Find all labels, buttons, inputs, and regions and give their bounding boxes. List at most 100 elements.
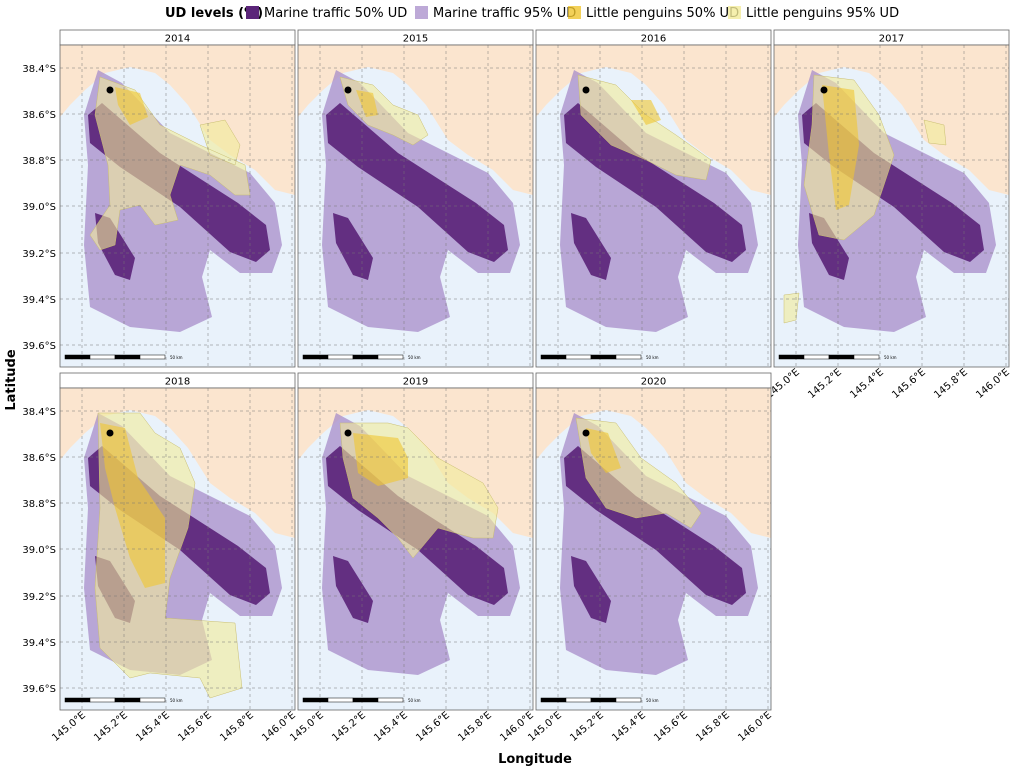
lon-tick-label: 145.0°E (50, 710, 88, 744)
land (60, 388, 295, 538)
scale-bar (565, 697, 592, 703)
penguin-50 (353, 433, 408, 486)
scale-bar (377, 697, 404, 703)
lat-tick-label: 38.6°S (22, 453, 56, 464)
map-area: 50 km 38.4°S 38.6°S 38.8°S 39.0°S 39.2°S 39.4°… (22, 387, 298, 744)
scale-bar (352, 697, 379, 703)
scale-label: 50 km (170, 355, 183, 360)
land (536, 45, 771, 195)
lon-tick-label: 146.0°E (736, 710, 774, 744)
scale-bar (540, 697, 567, 703)
penguin-50 (100, 423, 165, 588)
land (536, 388, 771, 538)
scale-bar (828, 354, 855, 360)
scale-bar (302, 697, 329, 703)
legend-title: UD levels (%) (165, 6, 263, 21)
lon-tick-label: 145.6°E (890, 367, 928, 401)
scale-label: 50 km (646, 698, 659, 703)
lon-tick-label: 146.0°E (974, 367, 1012, 401)
map-panel: 2018 50 km 38.4°S 38.6°S 38.8°S 39.0°S 39.2°S 3… (22, 372, 298, 744)
scale-bar (139, 697, 166, 703)
scale-label: 50 km (408, 698, 421, 703)
lat-tick-label: 39.0°S (22, 202, 56, 213)
lat-tick-label: 39.0°S (22, 545, 56, 556)
lat-tick-label: 39.4°S (22, 295, 56, 306)
map-panel: 2015 50 km (297, 29, 534, 368)
penguin-50 (822, 85, 859, 210)
scale-bar (302, 354, 329, 360)
panel-border (535, 44, 772, 368)
lat-tick-label: 39.2°S (22, 249, 56, 260)
lon-tick-label: 145.8°E (218, 710, 256, 744)
scale-bar (778, 354, 805, 360)
panel-title: 2018 (165, 377, 190, 388)
colony (820, 86, 828, 94)
penguin-50 (631, 100, 661, 125)
colony (344, 429, 352, 437)
lon-tick-label: 145.8°E (694, 710, 732, 744)
map-area: 50 km (535, 44, 772, 368)
scale-bar (853, 354, 880, 360)
scale-bar (139, 354, 166, 360)
panel-border (297, 387, 534, 711)
scale-label: 50 km (170, 698, 183, 703)
lon-tick-label: 145.8°E (932, 367, 970, 401)
panel-title: 2019 (403, 377, 428, 388)
legend-label: Little penguins 95% UD (746, 6, 899, 21)
lon-tick-label: 145.2°E (568, 710, 606, 744)
panel-border (773, 44, 1010, 368)
x-axis-label: Longitude (498, 752, 572, 767)
scale-bar (565, 354, 592, 360)
scale-bar (89, 697, 116, 703)
map-panel: 2016 50 km (535, 29, 772, 368)
lat-tick-label: 38.8°S (22, 156, 56, 167)
panel-border (297, 44, 534, 368)
scale-bar (615, 697, 642, 703)
y-axis-label: Latitude (4, 349, 19, 411)
lat-tick-label: 39.6°S (22, 684, 56, 695)
scale-bar (615, 354, 642, 360)
penguin-50 (586, 428, 621, 473)
marine-50 (326, 103, 508, 280)
lat-tick-label: 39.6°S (22, 341, 56, 352)
scale-bar (352, 354, 379, 360)
scale-bar (114, 697, 141, 703)
lon-tick-label: 145.4°E (848, 367, 886, 401)
panel-title: 2015 (403, 34, 428, 45)
panel-title: 2014 (165, 34, 190, 45)
lon-tick-label: 145.2°E (92, 710, 130, 744)
lon-tick-label: 145.2°E (806, 367, 844, 401)
lat-tick-label: 39.2°S (22, 592, 56, 603)
scale-bar (327, 354, 354, 360)
scale-bar (64, 354, 91, 360)
lat-tick-label: 38.8°S (22, 499, 56, 510)
scale-label: 50 km (646, 355, 659, 360)
panel-title: 2017 (879, 34, 904, 45)
lon-tick-label: 145.4°E (372, 710, 410, 744)
land (774, 45, 1009, 195)
colony (582, 429, 590, 437)
penguin-95 (783, 74, 947, 324)
lon-tick-label: 145.6°E (414, 710, 452, 744)
colony (344, 86, 352, 94)
scale-bar (803, 354, 830, 360)
panel-border (59, 387, 296, 711)
land (298, 45, 533, 195)
colony (582, 86, 590, 94)
lon-tick-label: 145.4°E (610, 710, 648, 744)
legend-label: Marine traffic 95% UD (433, 6, 576, 21)
penguin-50 (115, 87, 148, 125)
lat-tick-label: 38.4°S (22, 407, 56, 418)
legend-swatch (568, 6, 581, 19)
scale-label: 50 km (408, 355, 421, 360)
map-area: 50 km 38.4°S 38.6°S 38.8°S 39.0°S 39.2°S 39.4°… (22, 44, 296, 368)
penguin-50 (356, 90, 378, 117)
scale-bar (540, 354, 567, 360)
map-area: 50 km (297, 44, 534, 368)
